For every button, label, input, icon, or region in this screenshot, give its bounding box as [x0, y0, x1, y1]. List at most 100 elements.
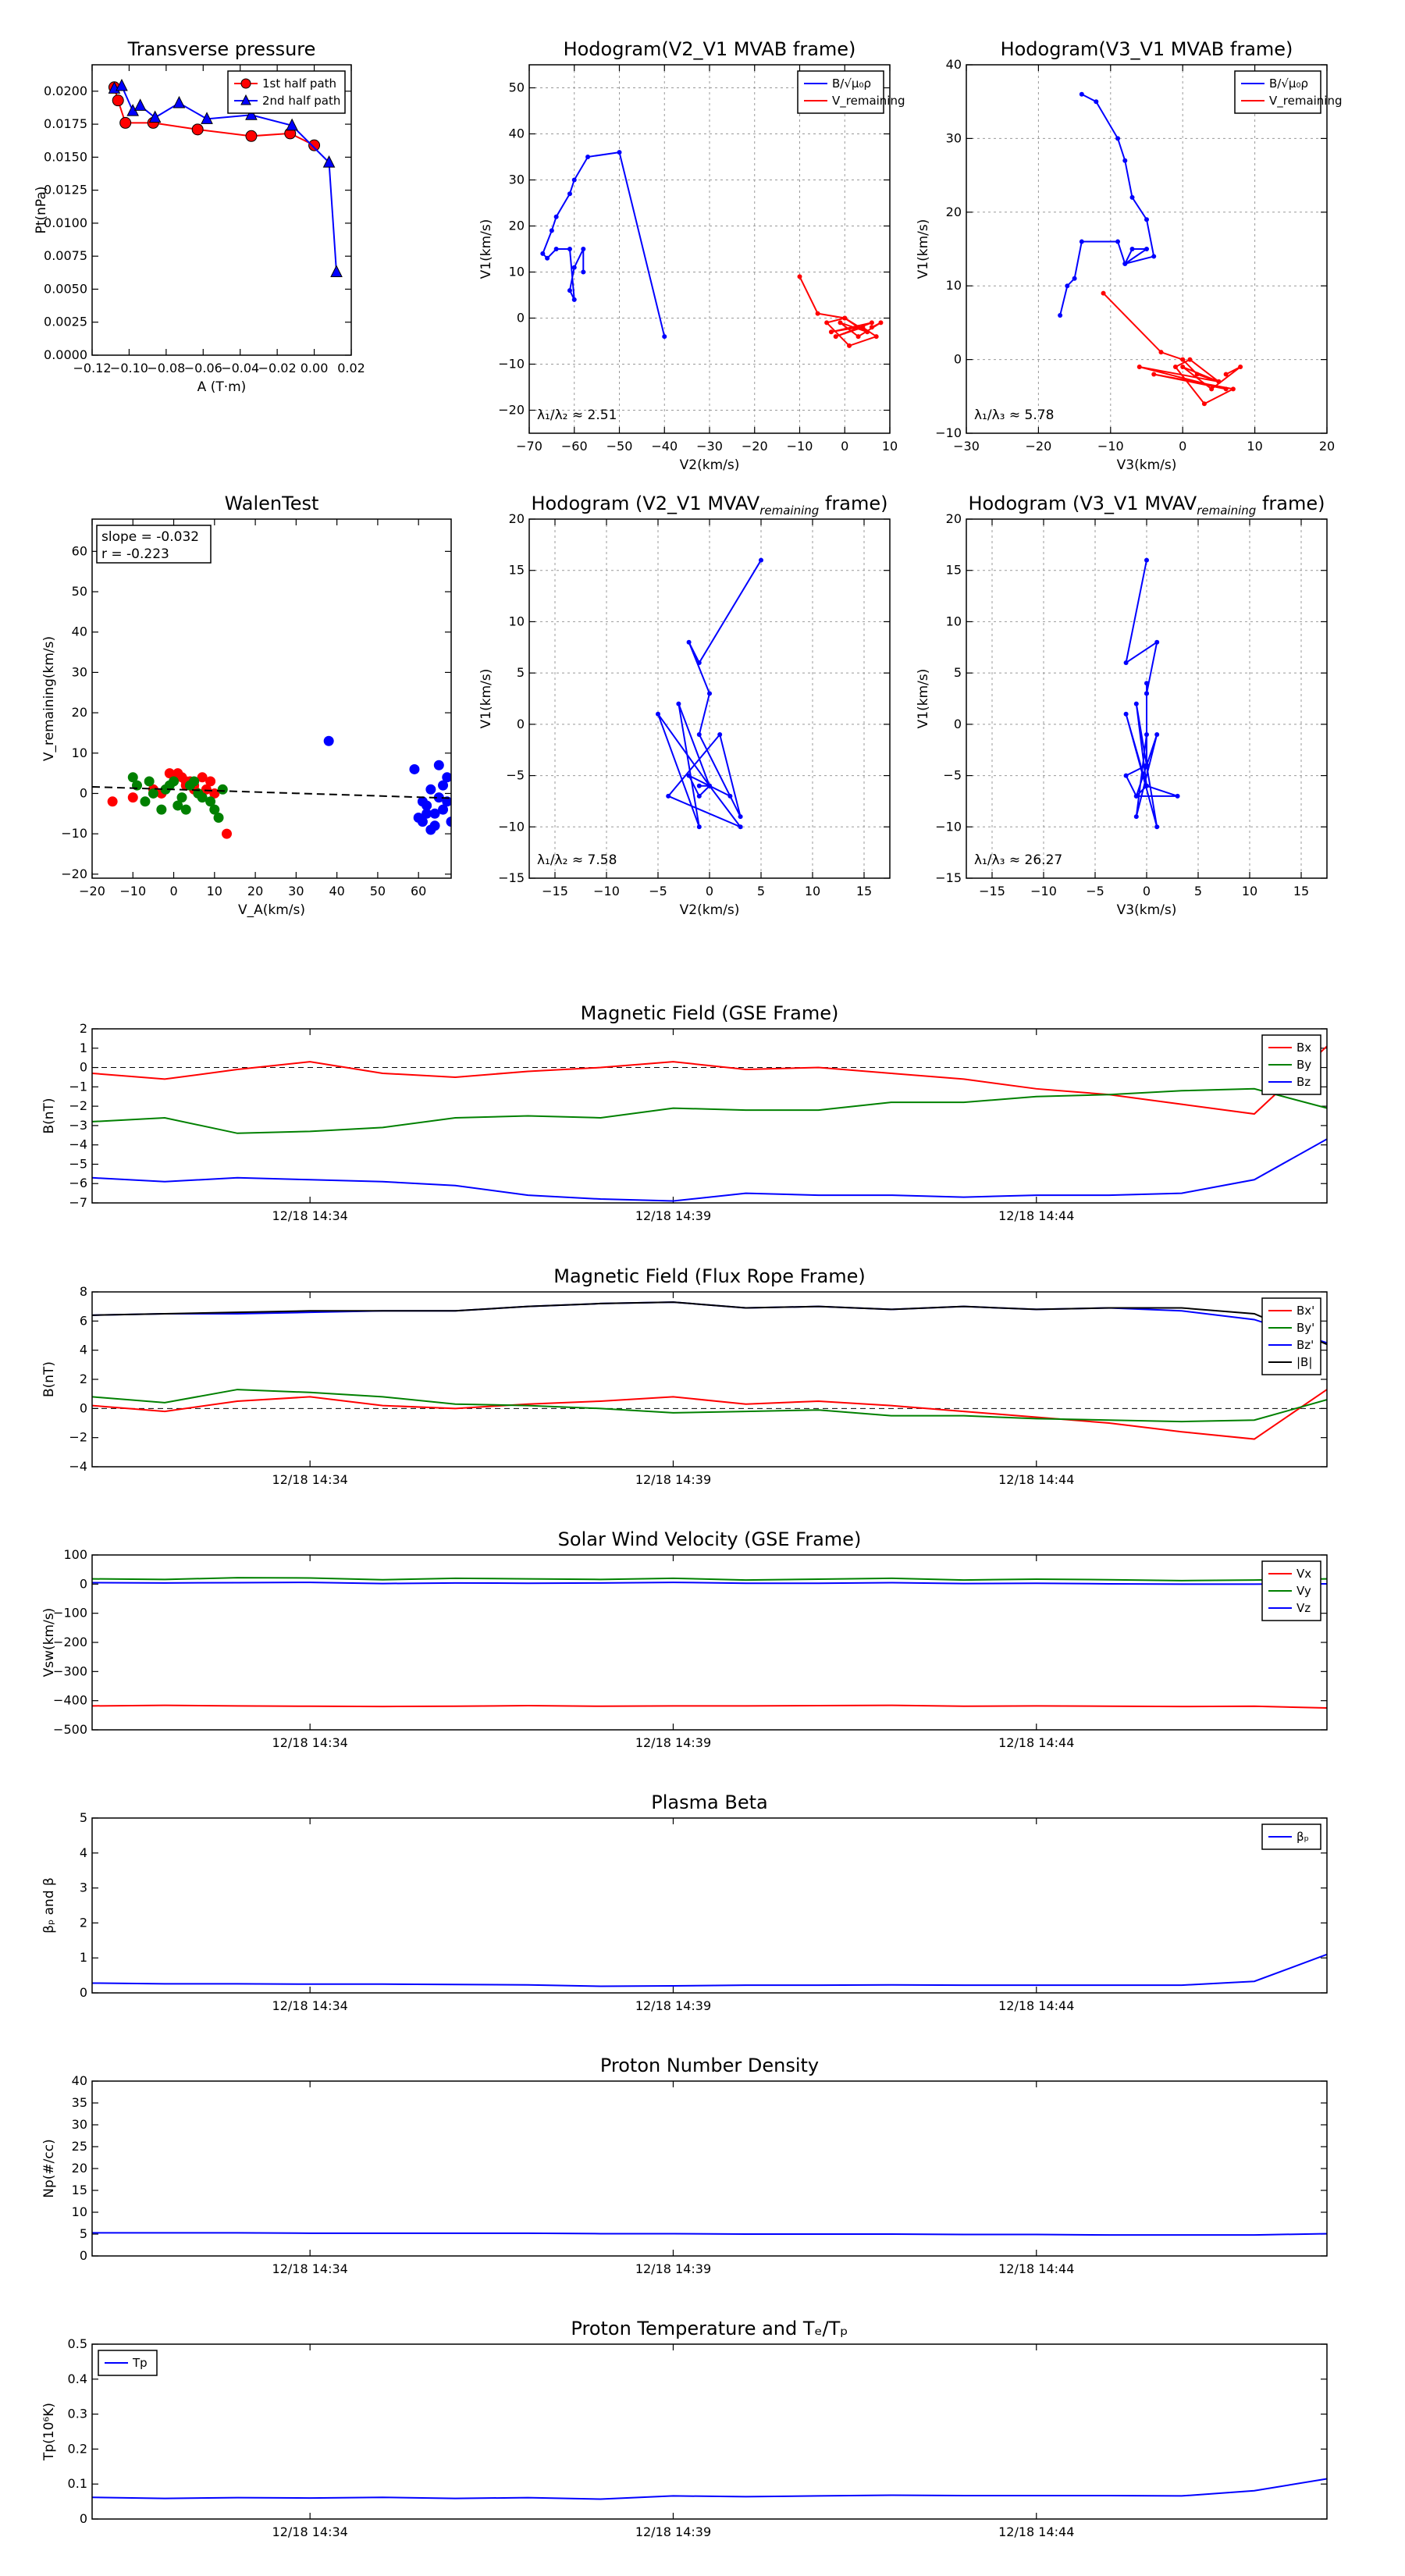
- data-point: [156, 804, 167, 815]
- chart-p_bfr: Magnetic Field (Flux Rope Frame) 12/18 14…: [41, 1265, 1328, 1487]
- axes-frame: [91, 1817, 1328, 1994]
- plot-area: [92, 735, 451, 839]
- y-tick-label: 0.0175: [44, 116, 87, 131]
- data-point: [425, 784, 436, 795]
- data-point: [322, 155, 336, 168]
- data-point: [847, 343, 852, 348]
- legend-label: |B|: [1297, 1355, 1312, 1369]
- y-tick-label: 60: [72, 543, 87, 558]
- data-point: [549, 228, 554, 233]
- data-point: [1072, 276, 1077, 281]
- x-tick-label: 12/18 14:34: [272, 2261, 348, 2276]
- data-point: [567, 247, 572, 251]
- x-tick-label: 0.02: [337, 361, 365, 375]
- legend-box: [227, 70, 346, 114]
- data-point: [133, 98, 147, 111]
- y-tick-label: 0: [517, 311, 525, 326]
- data-point: [417, 796, 428, 807]
- chart-p_h2: Hodogram(V3_V1 MVAB frame) −30 −20 −10 0 10 20…: [916, 38, 1343, 473]
- y-tick-label: 20: [72, 705, 87, 720]
- x-tick-label: −40: [651, 439, 678, 454]
- data-point: [717, 732, 723, 737]
- y-tick-label: 0.1: [68, 2476, 87, 2491]
- chart-title: Proton Temperature and Tₑ/Tₚ: [571, 2318, 848, 2339]
- chart-title: Magnetic Field (GSE Frame): [581, 1002, 839, 1024]
- y-tick-label: 20: [946, 511, 962, 526]
- plot-area: [1123, 557, 1180, 830]
- data-point: [696, 824, 702, 830]
- x-axis-label: V2(km/s): [680, 902, 740, 918]
- plot-area: [92, 1953, 1327, 1987]
- data-point: [1238, 365, 1243, 370]
- x-tick-label: 10: [1247, 439, 1262, 454]
- data-point: [1180, 357, 1186, 362]
- x-tick-label: 12/18 14:39: [635, 1472, 711, 1487]
- chart-title-end: frame): [1256, 493, 1325, 514]
- y-tick-label: 0: [80, 1060, 87, 1075]
- y-tick-label: 10: [509, 614, 525, 628]
- data-point: [878, 320, 884, 326]
- data-point: [1133, 701, 1139, 706]
- x-tick-label: 12/18 14:39: [635, 2261, 711, 2276]
- data-point: [567, 288, 572, 294]
- x-tick-label: −5: [649, 884, 667, 898]
- fit-line: [92, 785, 451, 799]
- y-tick-label: −6: [69, 1176, 87, 1190]
- y-tick-label: −7: [69, 1195, 87, 1210]
- data-point: [1079, 91, 1084, 97]
- y-tick-label: 0: [954, 717, 962, 731]
- data-point: [1129, 247, 1135, 251]
- data-point: [571, 177, 577, 183]
- y-tick-label: 0.0075: [44, 248, 87, 263]
- chart-p_vsw: Solar Wind Velocity (GSE Frame) 12/18 14:…: [41, 1528, 1328, 1750]
- chart-title: Hodogram(V3_V1 MVAB frame): [1001, 38, 1293, 60]
- data-point: [1115, 136, 1121, 141]
- y-tick-label: −2: [69, 1430, 87, 1445]
- plot-area: [540, 150, 884, 348]
- plot-area: [92, 1301, 1327, 1440]
- y-tick-label: −5: [943, 768, 962, 783]
- data-point: [201, 784, 212, 795]
- series-line-bx: [92, 1045, 1327, 1115]
- series-line-by-: [92, 1389, 1327, 1423]
- data-point: [833, 334, 838, 340]
- data-point: [1122, 261, 1128, 266]
- y-tick-label: −10: [935, 425, 962, 440]
- series-line-series-0: [1125, 560, 1178, 827]
- data-point: [865, 329, 870, 335]
- data-point: [330, 265, 343, 277]
- data-point: [1123, 773, 1129, 778]
- y-tick-label: −3: [69, 1118, 87, 1133]
- series-line-vy: [92, 1577, 1327, 1582]
- y-tick-label: 40: [72, 2073, 87, 2088]
- y-tick-label: 30: [509, 173, 525, 187]
- data-point: [173, 768, 183, 779]
- data-point: [686, 773, 692, 778]
- data-point: [180, 804, 191, 815]
- data-point: [662, 334, 667, 340]
- data-point: [217, 784, 228, 795]
- series-line--: [92, 1953, 1327, 1987]
- x-tick-label: −10: [593, 884, 620, 898]
- data-point: [1079, 239, 1084, 244]
- legend-label: Vy: [1297, 1584, 1311, 1598]
- x-tick-label: 60: [411, 884, 426, 898]
- x-tick-label: −5: [1086, 884, 1104, 898]
- y-tick-label: −300: [53, 1663, 87, 1678]
- x-tick-label: −10: [119, 884, 146, 898]
- y-tick-label: 0.0100: [44, 215, 87, 230]
- legend-label: Bz': [1297, 1338, 1314, 1352]
- data-point: [696, 660, 702, 665]
- x-tick-label: 12/18 14:34: [272, 1208, 348, 1223]
- x-tick-label: 15: [856, 884, 872, 898]
- x-tick-label: 10: [1242, 884, 1257, 898]
- data-point: [1144, 691, 1149, 696]
- data-point: [442, 772, 451, 783]
- data-point: [860, 325, 866, 330]
- y-tick-label: 3: [80, 1880, 87, 1895]
- data-point: [1180, 365, 1186, 370]
- data-point: [1223, 386, 1229, 392]
- x-tick-label: 12/18 14:34: [272, 2524, 348, 2539]
- legend-box: [797, 70, 884, 114]
